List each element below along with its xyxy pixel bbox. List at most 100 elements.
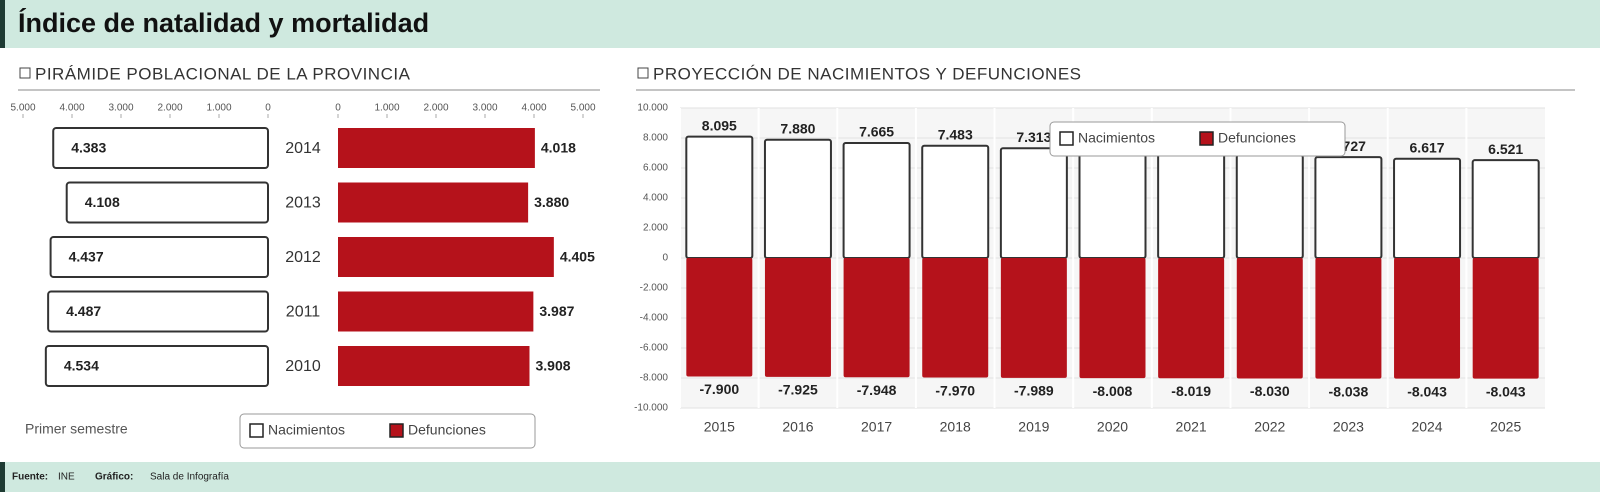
bar <box>1472 258 1539 379</box>
legend-box <box>239 413 536 449</box>
y-tick-label: -8.000 <box>640 373 669 384</box>
header-band <box>0 0 1600 48</box>
x-tick-label: 2020 <box>1097 419 1128 435</box>
data-label: -8.043 <box>1486 383 1526 399</box>
y-tick-label: 0 <box>662 253 668 264</box>
x-tick-label: 2021 <box>1176 419 1207 435</box>
x-tick-label: 3.000 <box>472 103 497 114</box>
footer-band <box>0 462 1600 492</box>
data-label: 3.880 <box>534 194 569 210</box>
title: Índice de natalidad y mortalidad <box>18 7 429 38</box>
note: Primer semestre <box>25 421 128 437</box>
bar <box>1235 154 1304 259</box>
chart-title: PIRÁMIDE POBLACIONAL DE LA PROVINCIA <box>35 64 411 83</box>
legend-label: Defunciones <box>1218 130 1296 146</box>
legend-swatch <box>389 423 404 438</box>
x-tick-label: 0 <box>265 103 271 114</box>
bar <box>1315 258 1382 379</box>
legend-label: Nacimientos <box>268 422 345 438</box>
x-tick-label: 3.000 <box>108 103 133 114</box>
y-tick-label: -2.000 <box>640 283 669 294</box>
data-label: 7.665 <box>859 124 894 140</box>
bar <box>1393 157 1462 259</box>
data-label: -8.008 <box>1093 383 1133 399</box>
data-label: 4.437 <box>69 249 104 265</box>
data-label: 4.018 <box>541 140 576 156</box>
data-label: -8.030 <box>1250 383 1290 399</box>
bar <box>338 291 534 332</box>
data-label: 3.908 <box>535 358 570 374</box>
data-label: -7.925 <box>778 382 818 398</box>
x-tick-label: 2016 <box>782 419 813 435</box>
category-label: 2012 <box>285 249 321 266</box>
data-label: 7.313 <box>1016 129 1051 145</box>
y-tick-label: 4.000 <box>643 193 668 204</box>
bar <box>65 181 270 224</box>
x-tick-label: 5.000 <box>570 103 595 114</box>
bar <box>1394 258 1461 379</box>
bar <box>921 144 990 260</box>
x-tick-label: 2.000 <box>157 103 182 114</box>
bar <box>44 345 269 387</box>
data-label: -7.989 <box>1014 383 1054 399</box>
bar <box>47 290 270 333</box>
legend-swatch <box>1059 131 1074 146</box>
x-tick-label: 0 <box>335 103 341 114</box>
bar <box>338 237 554 277</box>
legend-swatch <box>1199 131 1214 146</box>
bar <box>1079 258 1146 379</box>
x-tick-label: 2025 <box>1490 419 1521 435</box>
category-label: 2011 <box>286 304 321 321</box>
bar <box>338 128 535 168</box>
y-tick-label: 8.000 <box>643 133 668 144</box>
legend-label: Defunciones <box>408 422 486 438</box>
bar <box>999 147 1068 259</box>
bar <box>1314 156 1383 259</box>
data-label: -8.038 <box>1329 383 1369 399</box>
footer-accent <box>0 462 5 492</box>
x-tick-label: 4.000 <box>59 103 84 114</box>
x-tick-label: 2023 <box>1333 419 1364 435</box>
legend-swatch <box>249 423 264 438</box>
x-tick-label: 2024 <box>1411 419 1442 435</box>
x-tick-label: 5.000 <box>10 103 35 114</box>
bar <box>922 258 989 378</box>
y-tick-label: 10.000 <box>637 103 668 114</box>
footer-text: Sala de Infografía <box>150 472 229 483</box>
category-label: 2014 <box>285 140 321 157</box>
bar <box>1000 258 1067 378</box>
subtitle-icon <box>19 67 31 79</box>
data-label: -7.970 <box>935 382 975 398</box>
bar <box>763 138 832 259</box>
y-tick-label: 6.000 <box>643 163 668 174</box>
chart-title: PROYECCIÓN DE NACIMIENTOS Y DEFUNCIONES <box>653 64 1082 83</box>
x-tick-label: 1.000 <box>206 103 231 114</box>
x-tick-label: 2018 <box>940 419 971 435</box>
category-label: 2010 <box>285 358 321 375</box>
footer-label: Gráfico: <box>95 472 133 483</box>
data-label: 4.383 <box>71 140 106 156</box>
data-label: 6.521 <box>1488 141 1523 157</box>
data-label: 4.487 <box>66 303 101 319</box>
data-label: 7.880 <box>780 121 815 137</box>
data-label: 6.617 <box>1410 139 1445 155</box>
bar <box>52 127 269 169</box>
bar <box>842 142 911 259</box>
footer-text: INE <box>58 472 75 483</box>
bar <box>1078 149 1147 259</box>
data-label: 8.095 <box>702 117 737 133</box>
bar <box>338 182 529 223</box>
bar <box>843 258 910 378</box>
bar <box>1158 258 1225 379</box>
y-tick-label: -6.000 <box>640 343 669 354</box>
y-tick-label: 2.000 <box>643 223 668 234</box>
bar <box>1236 258 1303 379</box>
data-label: 4.108 <box>85 194 120 210</box>
legend-label: Nacimientos <box>1078 130 1155 146</box>
data-label: 3.987 <box>539 303 574 319</box>
x-tick-label: 2015 <box>704 419 735 435</box>
data-label: -7.900 <box>699 381 739 397</box>
y-tick-label: -4.000 <box>640 313 669 324</box>
x-tick-label: 2017 <box>861 419 892 435</box>
